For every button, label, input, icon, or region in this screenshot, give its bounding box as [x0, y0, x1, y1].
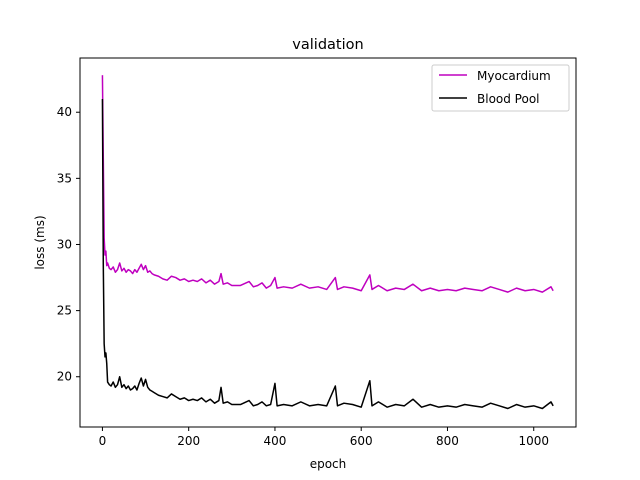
y-tick-label: 40	[57, 105, 72, 119]
x-tick-label: 800	[436, 434, 459, 448]
x-tick-label: 1000	[518, 434, 549, 448]
legend-label-blood-pool: Blood Pool	[477, 92, 540, 106]
legend: Myocardium Blood Pool	[431, 64, 570, 112]
x-axis-ticks: 0 200 400 600 800 1000	[99, 427, 549, 448]
x-tick-label: 600	[350, 434, 373, 448]
x-tick-label: 400	[263, 434, 286, 448]
series-line-blood-pool	[101, 98, 554, 410]
y-tick-label: 30	[57, 237, 72, 251]
x-tick-label: 0	[99, 434, 107, 448]
series-line-myocardium	[101, 75, 554, 293]
legend-box	[431, 64, 570, 112]
series-layer	[101, 75, 554, 410]
plot-area-frame	[79, 57, 577, 428]
chart-title: validation	[292, 37, 363, 53]
x-axis-label: epoch	[310, 457, 347, 471]
x-tick-label: 200	[177, 434, 200, 448]
y-tick-label: 25	[57, 304, 72, 318]
y-axis-ticks: 20 25 30 35 40	[57, 105, 80, 384]
y-axis-label: loss (ms)	[33, 215, 47, 269]
legend-label-myocardium: Myocardium	[477, 69, 551, 83]
y-tick-label: 35	[57, 171, 72, 185]
y-tick-label: 20	[57, 370, 72, 384]
